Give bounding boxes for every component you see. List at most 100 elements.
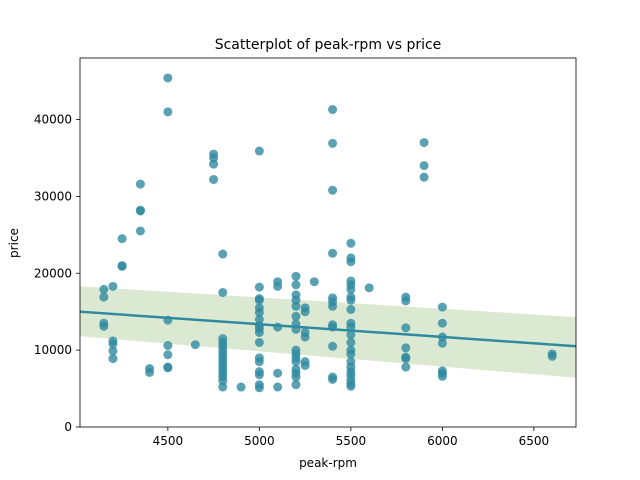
data-point (135, 179, 145, 189)
data-point (437, 302, 447, 312)
data-point (437, 371, 447, 381)
data-point (218, 287, 228, 297)
data-point (346, 337, 356, 347)
regression-line (79, 310, 577, 348)
data-point (346, 257, 356, 267)
y-tick-label: 30000 (34, 189, 72, 203)
data-point (209, 153, 219, 163)
data-point (163, 73, 173, 83)
data-point (346, 381, 356, 391)
data-point (135, 226, 145, 236)
data-points (99, 73, 557, 393)
chart-title: Scatterplot of peak-rpm vs price (215, 37, 442, 53)
data-point (401, 343, 411, 353)
x-axis-label: peak-rpm (299, 456, 357, 470)
data-point (254, 307, 264, 317)
x-tick-label: 4500 (153, 434, 184, 448)
y-axis-ticks: 0 10000 20000 30000 40000 (34, 113, 80, 434)
data-point (273, 281, 283, 291)
data-point (291, 357, 301, 367)
data-point (346, 349, 356, 359)
data-point (419, 138, 429, 148)
x-tick-label: 5500 (336, 434, 367, 448)
data-point (291, 311, 301, 321)
data-point (346, 330, 356, 340)
data-point (300, 307, 310, 317)
plot-area (79, 73, 577, 393)
data-point (218, 382, 228, 392)
data-point (108, 281, 118, 291)
data-point (328, 138, 338, 148)
data-point (291, 280, 301, 290)
data-point (437, 318, 447, 328)
data-point (254, 146, 264, 156)
data-point (135, 206, 145, 216)
data-point (273, 368, 283, 378)
data-point (145, 367, 155, 377)
data-point (300, 332, 310, 342)
data-point (108, 339, 118, 349)
data-point (291, 301, 301, 311)
data-point (273, 322, 283, 332)
data-point (99, 284, 109, 294)
x-tick-label: 5000 (244, 434, 275, 448)
data-point (209, 174, 219, 184)
data-point (401, 296, 411, 306)
data-point (163, 350, 173, 360)
x-axis-ticks: 4500 5000 5500 6000 6500 (153, 427, 550, 448)
data-point (419, 172, 429, 182)
data-point (254, 282, 264, 292)
data-point (117, 234, 127, 244)
data-point (117, 261, 127, 271)
data-point (328, 374, 338, 384)
confidence-band (80, 286, 576, 378)
y-tick-label: 0 (64, 420, 72, 434)
data-point (163, 341, 173, 351)
data-point (254, 337, 264, 347)
data-point (419, 161, 429, 171)
data-point (273, 382, 283, 392)
data-point (328, 248, 338, 258)
data-point (163, 107, 173, 117)
y-tick-label: 20000 (34, 266, 72, 280)
data-point (401, 354, 411, 364)
data-point (346, 304, 356, 314)
data-point (236, 382, 246, 392)
y-axis-label: price (7, 228, 21, 258)
data-point (254, 314, 264, 324)
y-tick-label: 40000 (34, 113, 72, 127)
data-point (328, 301, 338, 311)
x-tick-label: 6500 (519, 434, 550, 448)
data-point (291, 295, 301, 305)
data-point (254, 327, 264, 337)
data-point (328, 105, 338, 115)
data-point (254, 357, 264, 367)
data-point (547, 351, 557, 361)
data-point (163, 363, 173, 373)
data-point (291, 380, 301, 390)
data-point (209, 159, 219, 169)
data-point (254, 370, 264, 380)
data-point (309, 277, 319, 287)
data-point (328, 185, 338, 195)
y-tick-label: 10000 (34, 343, 72, 357)
data-point (401, 362, 411, 372)
axes-frame (79, 57, 577, 428)
data-point (99, 292, 109, 302)
data-point (291, 271, 301, 281)
data-point (254, 295, 264, 305)
data-point (300, 361, 310, 370)
data-point (108, 354, 118, 364)
data-point (291, 372, 301, 382)
x-tick-label: 6000 (427, 434, 458, 448)
data-point (346, 295, 356, 305)
data-point (364, 283, 374, 293)
data-point (328, 341, 338, 351)
data-point (190, 340, 200, 350)
data-point (346, 238, 356, 248)
data-point (99, 321, 109, 331)
data-point (218, 249, 228, 259)
data-point (346, 284, 356, 294)
data-point (437, 338, 447, 348)
